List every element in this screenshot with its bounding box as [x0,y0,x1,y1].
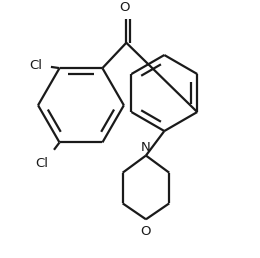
Text: O: O [120,1,130,14]
Text: O: O [141,225,151,238]
Text: Cl: Cl [29,59,42,72]
Text: Cl: Cl [35,157,48,170]
Text: N: N [141,141,151,154]
